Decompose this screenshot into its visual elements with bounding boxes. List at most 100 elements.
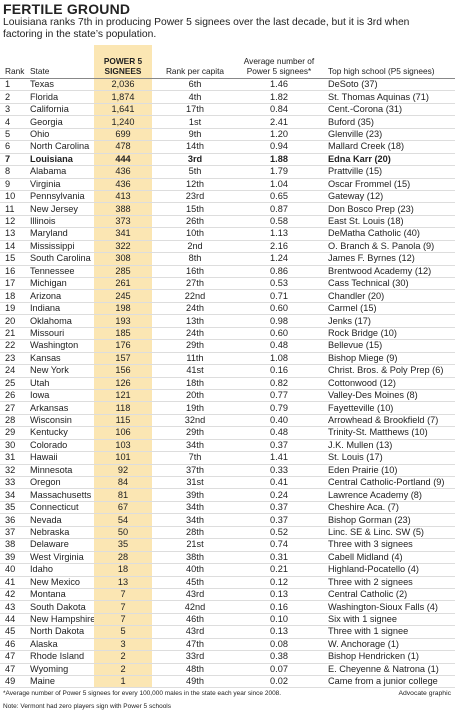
table-cell: 13th bbox=[152, 314, 238, 328]
table-cell: 49th bbox=[152, 675, 238, 689]
table-cell: J.K. Mullen (13) bbox=[320, 439, 455, 453]
table-cell: 34 bbox=[0, 488, 28, 502]
table-row: 43 South Dakota 7 42nd 0.16 Washington-Sioux … bbox=[0, 600, 455, 614]
table-cell: California bbox=[28, 103, 94, 117]
table-cell: 0.37 bbox=[238, 513, 320, 527]
table-cell: 245 bbox=[94, 289, 152, 303]
table-cell: 10th bbox=[152, 227, 238, 241]
table-cell: 0.48 bbox=[238, 339, 320, 353]
table-cell: 27 bbox=[0, 401, 28, 415]
subtitle: Louisiana ranks 7th in producing Power 5… bbox=[3, 17, 410, 40]
table-row: 5 Ohio 699 9th 1.20 Glenville (23) bbox=[0, 128, 455, 142]
table-cell: 29 bbox=[0, 426, 28, 440]
table-cell: 0.10 bbox=[238, 613, 320, 627]
table-cell: 322 bbox=[94, 240, 152, 254]
table-cell: 1 bbox=[0, 78, 28, 92]
table: Rank State POWER 5 SIGNEES Rank per capita A… bbox=[0, 45, 455, 689]
table-cell: 0.37 bbox=[238, 501, 320, 515]
table-cell: Three with 3 signees bbox=[320, 538, 455, 552]
table-cell: Bishop Miege (9) bbox=[320, 352, 455, 366]
table-cell: Mississippi bbox=[28, 240, 94, 254]
table-row: 24 New York 156 41st 0.16 Christ. Bros. & Pol… bbox=[0, 364, 455, 378]
column-header: State bbox=[28, 45, 94, 79]
table-cell: 0.08 bbox=[238, 638, 320, 652]
table-cell: 42 bbox=[0, 588, 28, 602]
table-cell: 33 bbox=[0, 476, 28, 490]
table-cell: 31 bbox=[0, 451, 28, 465]
table-cell: 24th bbox=[152, 327, 238, 341]
table-cell: 1,874 bbox=[94, 90, 152, 104]
table-cell: 15 bbox=[0, 252, 28, 266]
table-row: 1 Texas 2,036 6th 1.46 DeSoto (37) bbox=[0, 78, 455, 92]
table-cell: East St. Louis (18) bbox=[320, 215, 455, 229]
table-cell: 3rd bbox=[152, 153, 238, 167]
table-cell: 29th bbox=[152, 339, 238, 353]
table-row: 23 Kansas 157 11th 1.08 Bishop Miege (9) bbox=[0, 352, 455, 366]
column-header: Rank per capita bbox=[152, 45, 238, 79]
table-cell: 21st bbox=[152, 538, 238, 552]
table-cell: 18th bbox=[152, 377, 238, 390]
table-cell: 0.37 bbox=[238, 439, 320, 453]
table-cell: Prattville (15) bbox=[320, 165, 455, 179]
table-cell: 101 bbox=[94, 451, 152, 465]
table-cell: 103 bbox=[94, 439, 152, 453]
credit: Advocate graphic bbox=[398, 690, 451, 697]
table-cell: 198 bbox=[94, 302, 152, 316]
table-cell: 1.20 bbox=[238, 128, 320, 142]
table-row: 20 Oklahoma 193 13th 0.98 Jenks (17) bbox=[0, 314, 455, 328]
table-cell: 0.71 bbox=[238, 289, 320, 303]
column-header: Rank bbox=[0, 45, 28, 79]
table-cell: 22 bbox=[0, 339, 28, 353]
table-cell: 0.60 bbox=[238, 327, 320, 341]
table-cell: Came from a junior college bbox=[320, 675, 455, 689]
table-cell: Don Bosco Prep (23) bbox=[320, 202, 455, 216]
table-cell: 1.24 bbox=[238, 252, 320, 266]
table-cell: 1.46 bbox=[238, 78, 320, 92]
table-cell: Cabell Midland (4) bbox=[320, 551, 455, 565]
table-cell: Central Catholic (2) bbox=[320, 588, 455, 602]
table-cell: Indiana bbox=[28, 302, 94, 316]
table-row: 7 Louisiana 444 3rd 1.88 Edna Karr (20) bbox=[0, 153, 455, 167]
table-row: 39 West Virginia 28 38th 0.31 Cabell Midland … bbox=[0, 551, 455, 565]
table-cell: 4 bbox=[0, 115, 28, 129]
table-cell: 67 bbox=[94, 501, 152, 515]
table-cell: South Carolina bbox=[28, 252, 94, 266]
table-cell: 17 bbox=[0, 277, 28, 291]
table-cell: 0.33 bbox=[238, 464, 320, 478]
table-cell: DeMatha Catholic (40) bbox=[320, 227, 455, 241]
table-cell: Arrowhead & Brookfield (7) bbox=[320, 414, 455, 428]
table-row: 15 South Carolina 308 8th 1.24 James F. Byrne… bbox=[0, 252, 455, 266]
table-cell: Bishop Hendricken (1) bbox=[320, 650, 455, 664]
table-cell: 30 bbox=[0, 439, 28, 453]
table-cell: 50 bbox=[94, 526, 152, 540]
table-cell: 43rd bbox=[152, 625, 238, 639]
table-row: 16 Tennessee 285 16th 0.86 Brentwood Academy … bbox=[0, 265, 455, 279]
table-cell: Three with 2 signees bbox=[320, 576, 455, 589]
table-cell: 0.48 bbox=[238, 426, 320, 440]
table-cell: 34th bbox=[152, 501, 238, 515]
table-cell: 7 bbox=[0, 153, 28, 167]
table-cell: 0.58 bbox=[238, 215, 320, 229]
table-cell: Glenville (23) bbox=[320, 128, 455, 142]
table-cell: 40th bbox=[152, 563, 238, 577]
table-cell: 1,240 bbox=[94, 115, 152, 129]
table-row: 18 Arizona 245 22nd 0.71 Chandler (20) bbox=[0, 289, 455, 303]
table-cell: 45th bbox=[152, 576, 238, 589]
table-cell: 28th bbox=[152, 526, 238, 540]
table-cell: 0.94 bbox=[238, 140, 320, 154]
table-cell: Fayetteville (10) bbox=[320, 401, 455, 415]
table-cell: Michigan bbox=[28, 277, 94, 291]
table-cell: 2.41 bbox=[238, 115, 320, 129]
table-row: 47 Wyoming 2 48th 0.07 E. Cheyenne & Natrona … bbox=[0, 663, 455, 677]
table-cell: 41st bbox=[152, 364, 238, 378]
table-cell: 3 bbox=[0, 103, 28, 117]
table-cell: 436 bbox=[94, 178, 152, 191]
table-cell: 34th bbox=[152, 513, 238, 527]
table-cell: Cent.-Corona (31) bbox=[320, 103, 455, 117]
table-cell: Kentucky bbox=[28, 426, 94, 440]
table-cell: 193 bbox=[94, 314, 152, 328]
table-cell: Cheshire Aca. (7) bbox=[320, 501, 455, 515]
table-cell: 0.38 bbox=[238, 650, 320, 664]
table-cell: 26th bbox=[152, 215, 238, 229]
